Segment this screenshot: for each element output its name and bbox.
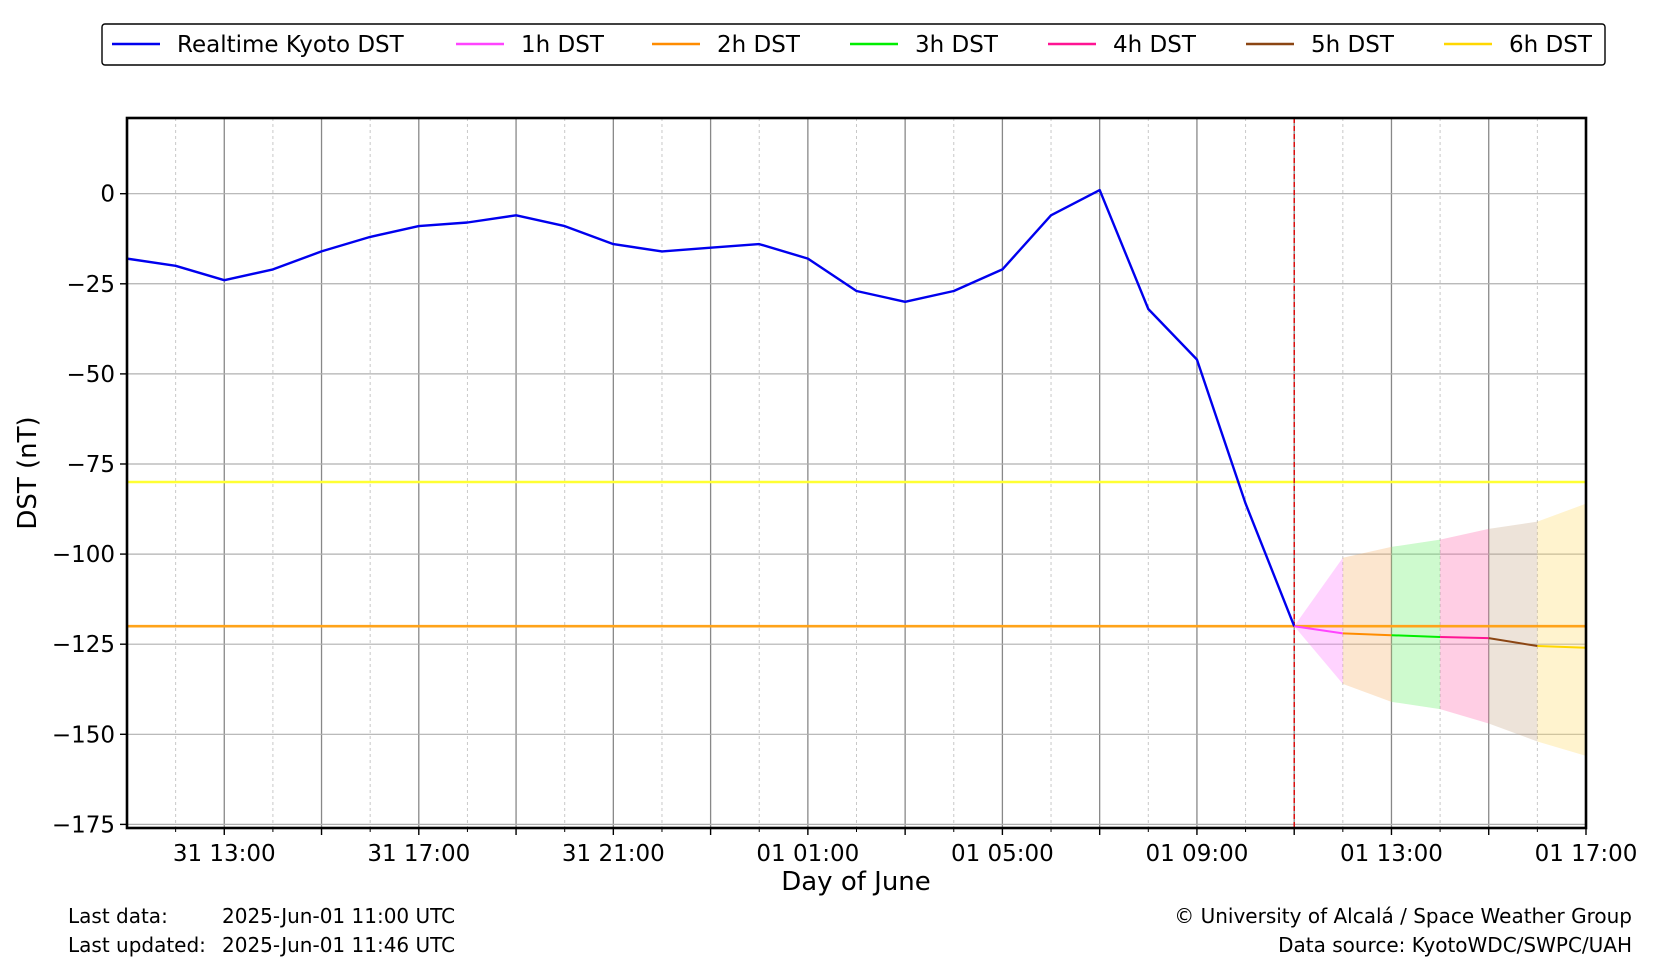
minor-grid (175, 118, 1538, 828)
data-source: Data source: KyotoWDC/SWPC/UAH (1278, 933, 1632, 957)
copyright-credit: © University of Alcalá / Space Weather G… (1174, 904, 1632, 928)
forecast-band (1294, 557, 1343, 684)
y-axis-ticks: 0 −25 −50 −75 −100 −125 −150 −175 (52, 182, 127, 838)
series-line (1294, 625, 1343, 635)
x-tick-label: 01 17:00 (1535, 841, 1638, 867)
x-tick-label: 01 09:00 (1145, 841, 1248, 867)
y-tick-label: −175 (52, 812, 115, 838)
y-tick-label: −75 (66, 452, 115, 478)
x-tick-label: 31 21:00 (562, 841, 665, 867)
forecast-band (1391, 539, 1441, 710)
series-line (1440, 636, 1489, 640)
y-tick-label: −50 (66, 362, 115, 388)
x-axis-label: Day of June (781, 867, 931, 897)
plot-area (125, 116, 1588, 830)
x-axis-ticks: 31 13:00 31 17:00 31 21:00 01 01:00 01 05:00… (173, 828, 1638, 867)
legend-label: 6h DST (1509, 32, 1593, 58)
last-data-value: 2025-Jun-01 11:00 UTC (222, 904, 455, 928)
legend-label: 5h DST (1311, 32, 1395, 58)
series-line (1537, 645, 1587, 649)
y-tick-label: −25 (66, 272, 115, 298)
x-tick-label: 31 17:00 (367, 841, 470, 867)
x-tick-label: 01 01:00 (756, 841, 859, 867)
series-lines (126, 188, 1587, 649)
x-tick-label: 01 05:00 (951, 841, 1054, 867)
forecast-band (1488, 521, 1538, 742)
legend-label: Realtime Kyoto DST (177, 32, 405, 58)
threshold-lines (127, 480, 1586, 628)
series-line (1391, 634, 1441, 638)
y-tick-label: −100 (52, 542, 115, 568)
legend-label: 2h DST (717, 32, 801, 58)
y-tick-label: −150 (52, 722, 115, 748)
forecast-band (1342, 546, 1392, 702)
x-tick-label: 31 13:00 (173, 841, 276, 867)
forecast-band (1537, 503, 1586, 756)
series-line (1488, 637, 1538, 647)
series-line (126, 188, 1296, 627)
y-axis-label: DST (nT) (13, 416, 43, 529)
chart-footer: Last data: 2025-Jun-01 11:00 UTC Last up… (68, 904, 1632, 957)
x-tick-label: 01 13:00 (1340, 841, 1443, 867)
last-updated-value: 2025-Jun-01 11:46 UTC (222, 933, 455, 957)
series-line (1342, 632, 1392, 637)
legend-label: 1h DST (521, 32, 605, 58)
y-tick-label: −125 (52, 632, 115, 658)
legend-label: 3h DST (915, 32, 999, 58)
last-updated-label: Last updated: (68, 933, 206, 957)
legend-label: 4h DST (1113, 32, 1197, 58)
major-grid (127, 118, 1586, 828)
y-tick-label: 0 (100, 182, 115, 208)
chart-legend: Realtime Kyoto DST 1h DST 2h DST 3h DST 4h D… (101, 23, 1606, 66)
last-data-label: Last data: (68, 904, 168, 928)
